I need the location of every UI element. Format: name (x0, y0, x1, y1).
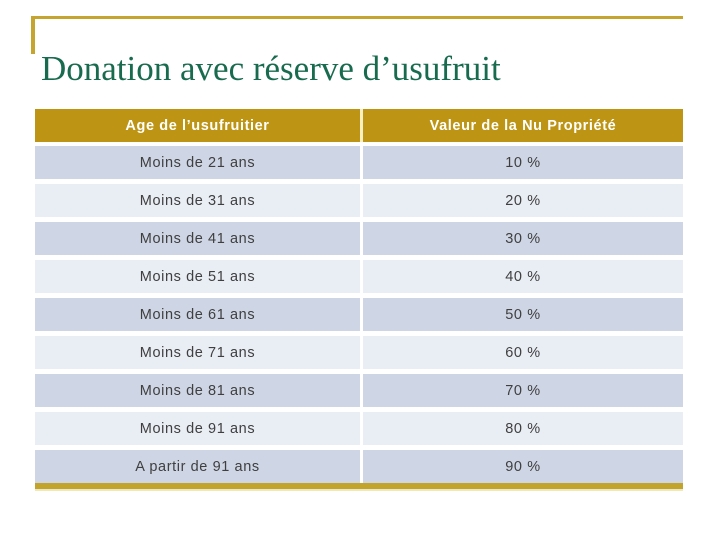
column-divider (360, 260, 363, 293)
age-cell: Moins de 51 ans (35, 260, 360, 293)
age-cell: Moins de 21 ans (35, 146, 360, 179)
age-cell: Moins de 31 ans (35, 184, 360, 217)
column-divider (360, 374, 363, 407)
value-cell: 10 % (363, 146, 683, 179)
table-bottom-shadow (35, 489, 683, 491)
value-cell: 30 % (363, 222, 683, 255)
age-cell: Moins de 81 ans (35, 374, 360, 407)
table-row: Moins de 31 ans 20 % (35, 184, 683, 217)
column-divider (360, 450, 363, 483)
table-row: Moins de 71 ans 60 % (35, 336, 683, 369)
age-cell: Moins de 41 ans (35, 222, 360, 255)
table-row: A partir de 91 ans 90 % (35, 450, 683, 483)
table-header-row: Age de l’usufruitier Valeur de la Nu Pro… (35, 109, 683, 142)
value-cell: 20 % (363, 184, 683, 217)
value-cell: 90 % (363, 450, 683, 483)
column-divider (360, 222, 363, 255)
page-title: Donation avec réserve d’usufruit (41, 49, 501, 88)
table-row: Moins de 91 ans 80 % (35, 412, 683, 445)
column-divider (360, 109, 363, 142)
table-row: Moins de 51 ans 40 % (35, 260, 683, 293)
top-accent-line (31, 16, 683, 19)
age-cell: A partir de 91 ans (35, 450, 360, 483)
value-cell: 80 % (363, 412, 683, 445)
age-cell: Moins de 71 ans (35, 336, 360, 369)
value-cell: 40 % (363, 260, 683, 293)
value-cell: 60 % (363, 336, 683, 369)
column-header-age: Age de l’usufruitier (35, 109, 360, 142)
column-divider (360, 336, 363, 369)
column-divider (360, 184, 363, 217)
value-cell: 50 % (363, 298, 683, 331)
table-bottom-border (35, 483, 683, 489)
table-row: Moins de 81 ans 70 % (35, 374, 683, 407)
age-cell: Moins de 61 ans (35, 298, 360, 331)
column-divider (360, 146, 363, 179)
table-row: Moins de 21 ans 10 % (35, 146, 683, 179)
corner-accent-line (31, 16, 35, 54)
column-divider (360, 298, 363, 331)
column-divider (360, 412, 363, 445)
table-row: Moins de 41 ans 30 % (35, 222, 683, 255)
table-body: Moins de 21 ans 10 % Moins de 31 ans 20 % Mo… (35, 146, 683, 483)
column-header-value: Valeur de la Nu Propriété (363, 109, 683, 142)
value-cell: 70 % (363, 374, 683, 407)
age-cell: Moins de 91 ans (35, 412, 360, 445)
table-row: Moins de 61 ans 50 % (35, 298, 683, 331)
usufruct-table: Age de l’usufruitier Valeur de la Nu Pro… (35, 109, 683, 491)
